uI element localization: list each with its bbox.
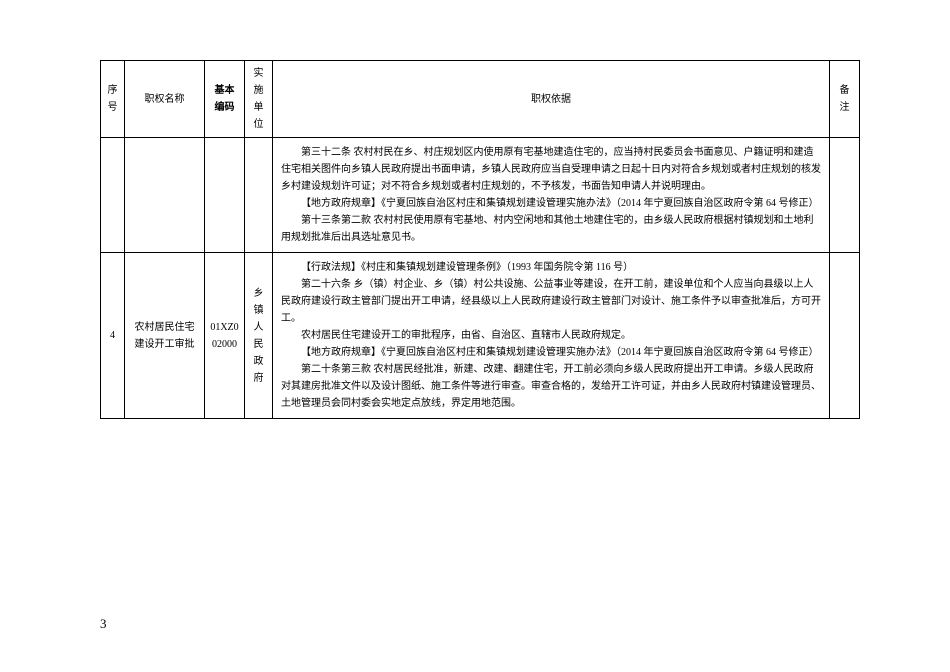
cell-unit <box>245 138 273 253</box>
cell-note <box>830 253 860 419</box>
authority-table: 序号 职权名称 基本编码 实施单位 职权依据 备注 第三十二条 农村村民在乡、村… <box>100 60 860 419</box>
cell-seq: 4 <box>101 253 125 419</box>
table-row: 4 农村居民住宅建设开工审批 01XZ0 02000 乡镇人民政府 【行政法规】… <box>101 253 860 419</box>
header-unit: 实施单位 <box>245 61 273 138</box>
basis-text: 第二十条第三款 农村居民经批准，新建、改建、翻建住宅，开工前必须向乡级人民政府提… <box>281 361 821 412</box>
cell-unit: 乡镇人民政府 <box>245 253 273 419</box>
basis-text: 【行政法规】《村庄和集镇规划建设管理条例》（1993 年国务院令第 116 号） <box>281 259 821 276</box>
table-row: 第三十二条 农村村民在乡、村庄规划区内使用原有宅基地建造住宅的，应当持村民委员会… <box>101 138 860 253</box>
basis-text: 农村居民住宅建设开工的审批程序，由省、自治区、直辖市人民政府规定。 <box>281 327 821 344</box>
basis-text: 第二十六条 乡（镇）村企业、乡（镇）村公共设施、公益事业等建设，在开工前，建设单… <box>281 276 821 327</box>
cell-code <box>205 138 245 253</box>
header-name: 职权名称 <box>125 61 205 138</box>
cell-seq <box>101 138 125 253</box>
cell-basis: 第三十二条 农村村民在乡、村庄规划区内使用原有宅基地建造住宅的，应当持村民委员会… <box>273 138 830 253</box>
basis-text: 【地方政府规章】《宁夏回族自治区村庄和集镇规划建设管理实施办法》（2014 年宁… <box>281 344 821 361</box>
table-header-row: 序号 职权名称 基本编码 实施单位 职权依据 备注 <box>101 61 860 138</box>
code-line: 02000 <box>212 339 237 350</box>
cell-name: 农村居民住宅建设开工审批 <box>125 253 205 419</box>
basis-text: 【地方政府规章】《宁夏回族自治区村庄和集镇规划建设管理实施办法》（2014 年宁… <box>281 195 821 212</box>
cell-code: 01XZ0 02000 <box>205 253 245 419</box>
basis-text: 第三十二条 农村村民在乡、村庄规划区内使用原有宅基地建造住宅的，应当持村民委员会… <box>281 144 821 195</box>
header-note: 备注 <box>830 61 860 138</box>
code-line: 01XZ0 <box>210 322 238 333</box>
cell-basis: 【行政法规】《村庄和集镇规划建设管理条例》（1993 年国务院令第 116 号）… <box>273 253 830 419</box>
basis-text: 第十三条第二款 农村村民使用原有宅基地、村内空闲地和其他土地建住宅的，由乡级人民… <box>281 212 821 246</box>
cell-name <box>125 138 205 253</box>
header-seq: 序号 <box>101 61 125 138</box>
cell-note <box>830 138 860 253</box>
header-basis: 职权依据 <box>273 61 830 138</box>
header-code: 基本编码 <box>205 61 245 138</box>
page-number: 3 <box>100 616 107 632</box>
